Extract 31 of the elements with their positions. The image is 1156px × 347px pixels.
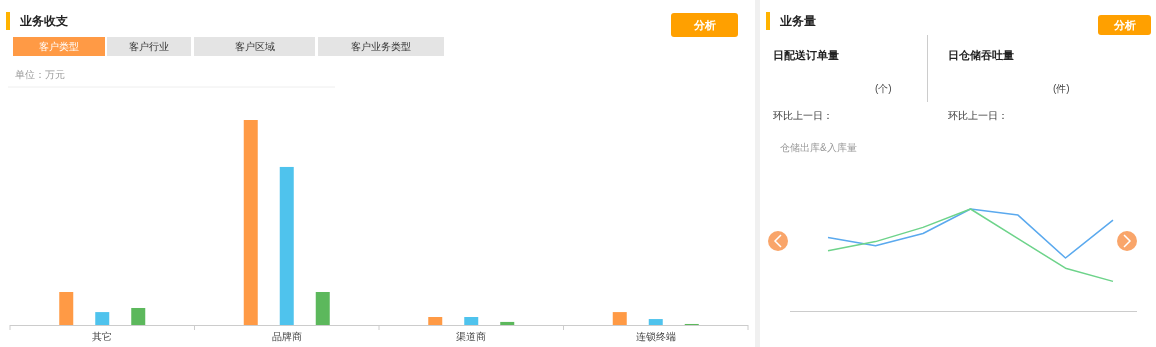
bar	[464, 317, 479, 325]
bar	[59, 292, 74, 325]
text: (件)	[1053, 83, 1070, 94]
text: 环比上一日：	[773, 110, 833, 121]
x-tick-label: 其它	[92, 331, 113, 342]
x-tick-label: 连锁终端	[635, 331, 676, 342]
text: 客户行业	[129, 41, 169, 52]
text: 日仓储吞吐量	[948, 49, 1014, 61]
text: 分析	[692, 19, 716, 31]
bar	[243, 120, 258, 325]
bar	[279, 166, 294, 325]
bar	[428, 317, 443, 325]
bar	[315, 292, 330, 325]
text: (个)	[875, 83, 892, 94]
bar	[500, 321, 515, 325]
text: 单位：万元	[15, 69, 65, 80]
x-tick-label: 品牌商	[271, 331, 302, 342]
text: 分析	[1112, 19, 1136, 31]
text: 客户区域	[234, 41, 275, 52]
bar	[95, 312, 110, 325]
text: 日配送订单量	[773, 49, 839, 61]
text: 环比上一日：	[948, 110, 1008, 121]
text: 业务量	[779, 14, 816, 28]
text: 客户业务类型	[351, 41, 411, 52]
chart-title: 仓储出库&入库量	[780, 142, 857, 153]
bar	[612, 312, 627, 325]
text: 客户类型	[39, 41, 79, 52]
x-tick-label: 渠道商	[456, 331, 487, 342]
bar	[131, 307, 146, 325]
bar	[648, 319, 663, 325]
chart-title: 业务收支	[19, 14, 68, 28]
